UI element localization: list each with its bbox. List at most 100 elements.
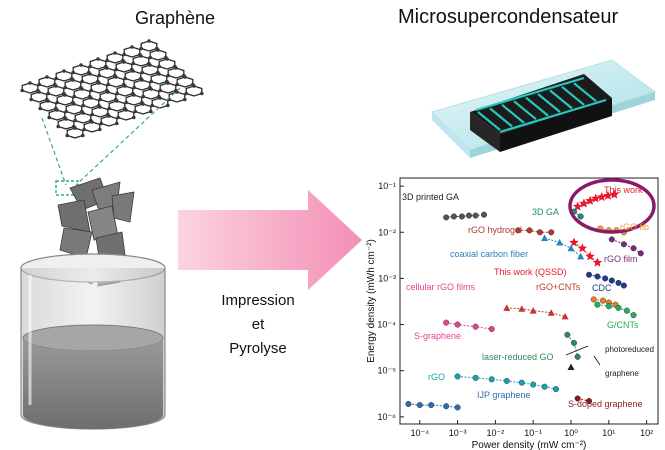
data-point [541,234,549,242]
carbon-atom [29,97,33,102]
carbon-atom [147,39,151,43]
carbon-atom [105,66,109,70]
data-point [529,307,537,314]
carbon-atom [97,81,101,85]
x-tick-label: 10¹ [602,428,615,438]
data-point [443,214,450,221]
x-tick-label: 10⁻⁴ [410,428,429,438]
carbon-atom [37,82,41,87]
graphene-hexagon [149,49,167,61]
data-point [503,304,511,311]
carbon-atom [175,90,179,94]
electrode-finger [513,100,537,121]
data-point [623,307,630,314]
carbon-atom [28,81,32,85]
carbon-atom [107,114,111,118]
carbon-atom [88,72,92,76]
annotation-arrow [593,355,601,366]
carbon-atom [139,54,143,58]
series-line [544,237,581,257]
carbon-atom [62,69,66,73]
graphene-hexagon [185,85,203,97]
series-line [506,307,566,317]
carbon-atom [133,109,137,114]
carbon-atom [98,105,102,109]
annotation-arrow [565,345,589,356]
data-point [536,229,543,236]
microsupercapacitor-device [431,59,657,158]
data-point [620,282,627,289]
carbon-atom [89,96,93,100]
data-point [472,374,479,381]
carbon-atom [54,84,58,88]
carbon-atom [98,127,102,132]
carbon-atom [47,115,51,120]
plot-frame [399,177,659,425]
data-point [637,250,644,257]
carbon-atom [114,75,118,79]
y-tick-label: 10⁻⁶ [378,412,397,422]
data-point [615,279,622,286]
carbon-atom [97,73,101,78]
carbon-atom [156,48,160,52]
carbon-atom [165,57,169,61]
data-point [454,404,461,411]
series-annotation: laser-reduced GO [482,352,554,362]
carbon-atom [200,91,204,96]
carbon-atom [63,93,67,97]
y-axis-label: Energy density (mWh cm⁻²) [366,239,377,363]
carbon-atom [55,108,59,112]
data-point [515,227,522,234]
carbon-atom [149,109,153,114]
carbon-atom [80,79,84,84]
carbon-atom [140,78,144,82]
carbon-atom [132,85,136,90]
carbon-atom [38,106,42,111]
carbon-atom [114,67,118,72]
electrode-finger [489,107,513,128]
data-point [454,373,461,380]
carbon-atom [158,88,162,93]
data-point [594,301,601,308]
x-axis-label: Power density (mW cm⁻²) [472,440,587,450]
y-tick-label: 10⁻¹ [378,181,396,191]
carbon-atom [166,81,170,85]
data-point [569,237,579,247]
carbon-atom [20,88,25,93]
beaker-illustration [20,253,166,430]
carbon-atom [82,127,86,132]
data-point [503,377,510,384]
carbon-atom [99,121,103,126]
graphene-sheet-illustration [20,39,204,139]
data-point [605,303,612,310]
carbon-atom [157,72,161,76]
carbon-atom [149,87,153,91]
graphene-hexagon [167,67,185,79]
y-tick-label: 10⁻⁴ [377,320,396,330]
series-annotation: photoreduced [605,345,654,354]
data-point [592,257,603,267]
carbon-atom [184,91,188,96]
data-point [574,395,581,402]
carbon-atom [80,87,84,91]
data-point [585,195,595,205]
electrode-finger [501,103,525,124]
carbon-atom [63,85,67,90]
carbon-atom [64,117,68,121]
data-point [450,213,457,220]
series-annotation: IJP graphene [477,390,530,400]
carbon-atom [124,100,128,105]
data-point [608,277,615,284]
carbon-atom [123,76,127,81]
carbon-atom [65,133,69,138]
carbon-atom [73,126,77,130]
data-point [526,227,533,234]
electrode-finger [549,89,573,110]
series-annotation: CDC [592,283,612,293]
data-point [556,239,564,246]
data-point [564,331,571,338]
data-point [579,198,589,208]
electrode-finger [477,111,501,131]
carbon-atom [106,90,110,94]
